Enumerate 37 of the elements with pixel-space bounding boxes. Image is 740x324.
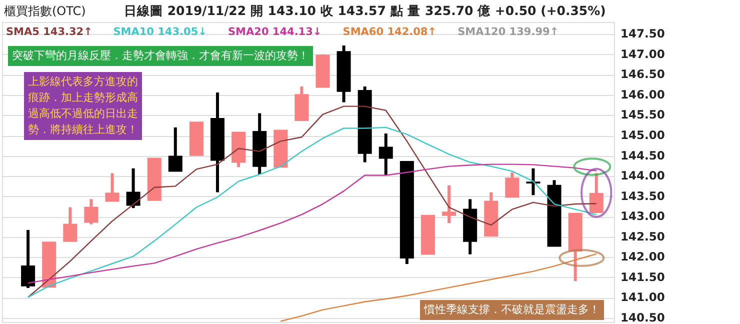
- y-tick-label: 147.50: [620, 26, 665, 41]
- y-tick-label: 143.50: [620, 188, 665, 203]
- y-tick-label: 142.50: [620, 229, 665, 244]
- chart-subtitle: 日線圖 2019/11/22 開 143.10 收 143.57 點 量 325.70 億 +0.50 (+0.35%): [124, 3, 606, 18]
- candlestick: [505, 172, 520, 198]
- candlestick: [84, 199, 98, 224]
- candlestick: [105, 173, 120, 202]
- y-tick-label: 146.00: [620, 87, 665, 102]
- candlestick: [378, 133, 393, 176]
- annotation: 突破下彎的月線反壓．走勢才會轉強．才會有新一波的攻勢！: [12, 49, 309, 62]
- y-tick-label: 141.50: [620, 270, 665, 284]
- text: SMA60 142.08↑: [342, 26, 437, 38]
- y-tick-label: 141.00: [620, 290, 665, 304]
- y-tick-label: 145.00: [620, 128, 665, 142]
- candlestick: [21, 230, 36, 288]
- legend-label: SMA120 139.99↑: [458, 26, 559, 38]
- y-tick-label: 145.50: [620, 108, 665, 122]
- chart-title: 櫃買指數(OTC): [4, 4, 86, 18]
- annotation: 慣性季線支撐．不破就是震盪走多！: [423, 303, 600, 316]
- y-tick-label: 144.00: [620, 168, 665, 183]
- candlestick: [126, 168, 140, 208]
- y-tick-label: 146.50: [620, 67, 665, 82]
- candlestick: [526, 168, 540, 196]
- candlestick: [63, 207, 78, 242]
- text: SMA10 143.05↓: [113, 26, 207, 38]
- y-tick-label: 144.50: [620, 148, 665, 162]
- candlestick: [168, 127, 182, 172]
- y-tick-label: 142.00: [620, 250, 665, 264]
- y-tick-label: 140.50: [620, 310, 665, 324]
- y-tick-label: 147.00: [620, 46, 665, 61]
- y-tick-label: 143.00: [620, 209, 665, 224]
- text: SMA5 143.32↑: [6, 26, 92, 38]
- text: SMA20 144.13↓: [228, 26, 322, 38]
- annotation: 上影線代表多方進攻的痕跡．加上走勢形成高過高低不過低的日出走勢．將持續往上進攻！: [28, 75, 138, 136]
- line-series: [280, 253, 597, 322]
- candlestick: [442, 185, 456, 224]
- candlestick: [589, 173, 604, 214]
